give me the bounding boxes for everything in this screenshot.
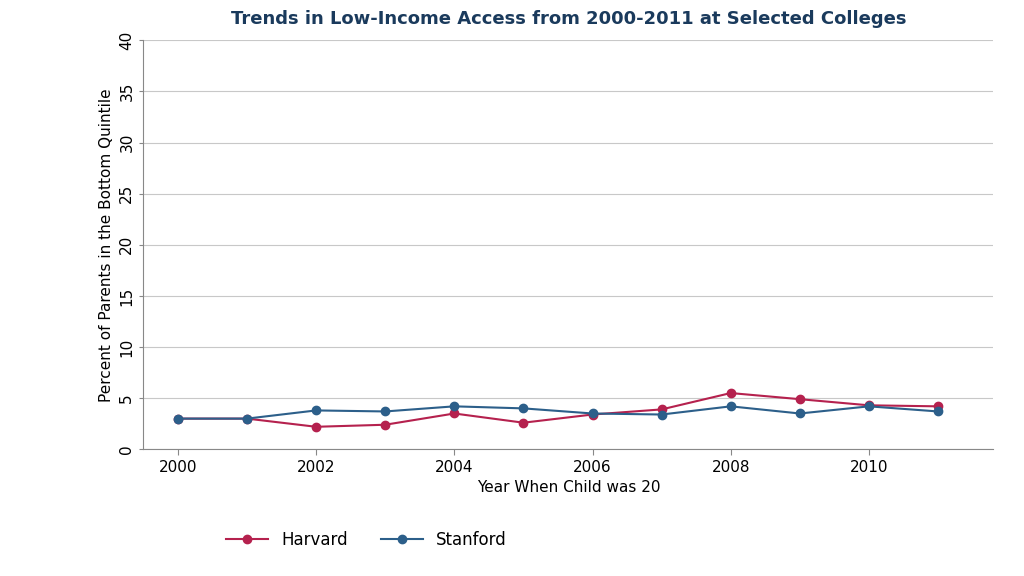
Stanford	[932, 408, 944, 415]
Stanford	[379, 408, 391, 415]
Harvard	[517, 419, 529, 426]
Stanford	[725, 403, 737, 410]
Harvard	[794, 396, 806, 403]
Harvard	[655, 406, 668, 413]
Stanford	[449, 403, 461, 410]
Y-axis label: Percent of Parents in the Bottom Quintile: Percent of Parents in the Bottom Quintil…	[98, 88, 114, 401]
Stanford	[172, 415, 184, 422]
Title: Trends in Low-Income Access from 2000-2011 at Selected Colleges: Trends in Low-Income Access from 2000-20…	[230, 10, 906, 28]
Stanford	[587, 410, 599, 417]
Harvard	[172, 415, 184, 422]
Line: Stanford: Stanford	[174, 402, 942, 423]
Harvard	[379, 421, 391, 428]
Harvard	[725, 389, 737, 396]
Harvard	[587, 411, 599, 418]
Stanford	[517, 405, 529, 412]
Harvard	[863, 402, 876, 409]
Legend: Harvard, Stanford: Harvard, Stanford	[220, 524, 514, 555]
Line: Harvard: Harvard	[174, 389, 942, 431]
X-axis label: Year When Child was 20: Year When Child was 20	[476, 480, 660, 495]
Stanford	[863, 403, 876, 410]
Harvard	[310, 423, 323, 430]
Harvard	[449, 410, 461, 417]
Harvard	[241, 415, 253, 422]
Stanford	[241, 415, 253, 422]
Stanford	[310, 407, 323, 414]
Harvard	[932, 403, 944, 410]
Stanford	[655, 411, 668, 418]
Stanford	[794, 410, 806, 417]
